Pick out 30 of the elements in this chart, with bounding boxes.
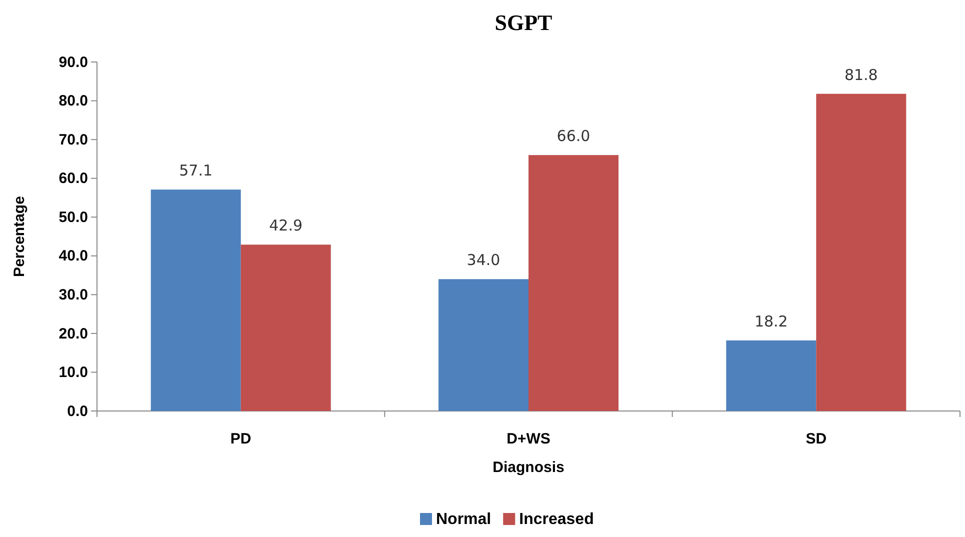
bar (726, 340, 816, 411)
x-tick-label: PD (230, 430, 252, 448)
bar (150, 190, 241, 411)
y-tick-label: 0.0 (67, 402, 88, 420)
legend-label: Increased (519, 511, 594, 528)
y-tick-label: 40.0 (58, 248, 88, 265)
y-tick-label: 80.0 (58, 92, 88, 110)
text: 18.2 (754, 312, 788, 330)
legend-label: Normal (436, 511, 492, 528)
bar (240, 244, 331, 411)
x-tick-label: SD (806, 430, 827, 448)
text: 57.1 (179, 162, 213, 180)
y-tick-label: 20.0 (58, 325, 88, 342)
text: 42.9 (269, 216, 303, 235)
x-tick-label: D+WS (506, 430, 550, 448)
y-tick-label: 60.0 (58, 170, 88, 188)
text: 81.8 (844, 66, 878, 84)
bar (438, 279, 528, 411)
y-tick-label: 50.0 (58, 208, 88, 226)
bar (816, 94, 906, 411)
y-tick-label: 90.0 (58, 54, 88, 71)
text: 66.0 (556, 127, 590, 146)
y-tick-label: 30.0 (58, 286, 88, 304)
chart-title: SGPT (494, 10, 553, 35)
y-tick-label: 10.0 (58, 364, 88, 382)
y-axis-title: Percentage (11, 196, 28, 277)
x-axis-title: Diagnosis (492, 459, 564, 476)
bar (528, 155, 618, 411)
y-tick-label: 70.0 (58, 131, 88, 148)
text: 34.0 (466, 251, 500, 270)
